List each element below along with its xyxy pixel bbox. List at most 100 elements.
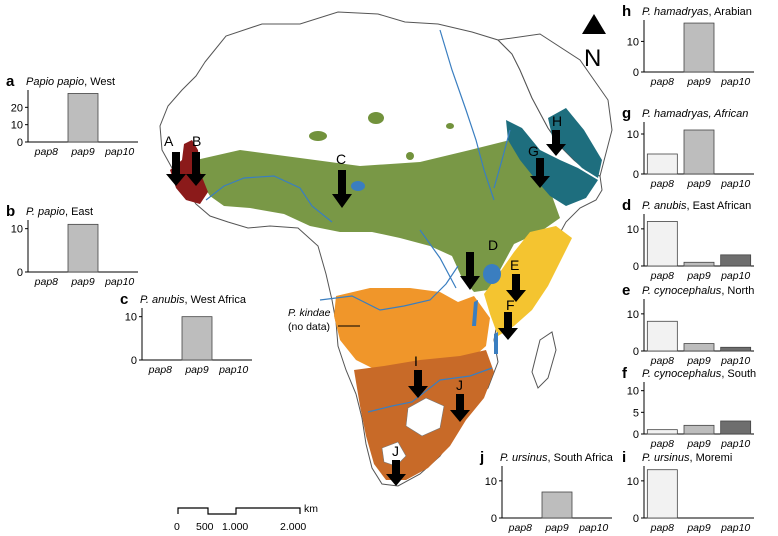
chart-panel-j: j P. ursinus, South Africa 0 10 pap8 pap9 pap1… — [478, 446, 628, 536]
madagascar-outline — [531, 331, 557, 389]
panel-species: P. cynocephalus — [642, 285, 722, 297]
panel-title: P. papio, East — [26, 206, 93, 218]
panel-species: P. hamadryas, African — [642, 108, 748, 120]
chart-panel-f: f P. cynocephalus, South 0 5 10 pap8 pap9 pap10 — [620, 362, 770, 455]
bar-pap10 — [720, 346, 752, 352]
range-anubis-patch-3 — [406, 152, 414, 160]
panel-title: P. ursinus, South Africa — [500, 452, 614, 464]
chart-panel-i: i P. ursinus, Moremi 0 10 pap8 pap9 pap10 — [620, 446, 770, 536]
site-label-D: D — [488, 237, 498, 253]
site-label-F: F — [506, 297, 515, 313]
site-label-J2: J — [392, 443, 399, 459]
chart-panel-d: d P. anubis, East African 0 10 pap8 pap9 pap10 — [620, 194, 770, 287]
north-label: N — [584, 45, 601, 72]
y-tick-label: 10 — [627, 129, 639, 141]
site-label-G: G — [528, 143, 539, 159]
category-label: pap9 — [686, 178, 711, 190]
category-label: pap8 — [650, 178, 675, 190]
arrow-J2-icon — [386, 460, 406, 486]
bar-pap8 — [646, 153, 678, 175]
lake-chad — [351, 181, 365, 191]
kindae-label: P. kindae — [288, 307, 331, 319]
panel-species: P. anubis — [140, 294, 185, 306]
arrow-D-icon — [460, 252, 480, 290]
arrow-I-icon — [408, 370, 428, 398]
panel-region: , East — [65, 206, 93, 218]
y-tick-label: 0 — [17, 137, 23, 149]
bar-chart-d: d P. anubis, East African 0 10 pap8 pap9 pap10 — [622, 197, 754, 282]
lake-victoria — [483, 264, 501, 284]
range-kindae — [334, 288, 490, 372]
panel-species: P. anubis — [642, 200, 687, 212]
category-label: pap8 — [650, 355, 675, 367]
range-cynocephalus — [484, 226, 572, 336]
bar-pap8 — [646, 221, 678, 267]
panel-species: P. papio — [26, 206, 65, 218]
category-label: pap8 — [650, 76, 675, 88]
scale-tick-500: 500 — [196, 521, 214, 533]
chart-panel-e: e P. cynocephalus, North 0 10 pap8 pap9 pap10 — [620, 279, 770, 372]
category-label: pap10 — [720, 438, 750, 450]
y-tick-label: 10 — [485, 476, 497, 488]
site-label-I: I — [414, 353, 418, 369]
bar-pap8 — [646, 320, 678, 352]
panel-letter: h — [622, 3, 631, 20]
y-tick-label: 10 — [627, 386, 639, 398]
category-label: pap10 — [720, 270, 750, 282]
panel-species: Papio papio — [26, 76, 84, 88]
scale-tick-2000: 2.000 — [280, 521, 306, 533]
range-anubis-patch-1 — [309, 131, 327, 141]
site-label-C: C — [336, 151, 346, 167]
panel-letter: f — [622, 365, 628, 382]
arrow-G-icon — [530, 158, 550, 188]
panel-letter: b — [6, 203, 15, 220]
bar-chart-a: a Papio papio, West 0 10 20 pap8 pap9 pap10 — [6, 73, 138, 158]
category-label: pap10 — [104, 146, 134, 158]
site-label-A: A — [164, 133, 174, 149]
y-tick-label: 10 — [125, 312, 137, 324]
panel-species: P. ursinus — [642, 452, 690, 464]
panel-region: , South Africa — [548, 452, 614, 464]
scale-unit: km — [304, 503, 318, 515]
category-label: pap9 — [184, 364, 209, 376]
category-label: pap10 — [104, 276, 134, 288]
panel-letter: j — [479, 449, 484, 466]
bar-pap9 — [683, 424, 715, 435]
scale-tick-1000: 1.000 — [222, 521, 248, 533]
panel-letter: a — [6, 73, 15, 90]
category-label: pap9 — [686, 522, 711, 534]
site-label-J1: J — [456, 377, 463, 393]
scale-bar — [177, 507, 301, 515]
category-label: pap10 — [578, 522, 608, 534]
site-arrows — [166, 130, 566, 486]
arrow-F-icon — [498, 312, 518, 340]
category-label: pap8 — [650, 522, 675, 534]
arrow-H-icon — [546, 130, 566, 156]
panel-species: P. hamadryas — [642, 6, 709, 18]
category-label: pap8 — [34, 276, 59, 288]
lake-malawi — [494, 332, 498, 354]
chart-panel-b: b P. papio, East 0 10 pap8 pap9 pap10 — [4, 200, 154, 293]
range-hamadryas — [506, 120, 598, 206]
kalahari-gap — [405, 397, 445, 437]
panel-region: , North — [721, 285, 754, 297]
lake-tanganyika — [472, 300, 478, 326]
panel-title: P. hamadryas, Arabian — [642, 6, 752, 18]
category-label: pap9 — [686, 355, 711, 367]
range-hamadryas-arabia — [548, 108, 602, 178]
panel-title: P. cynocephalus, South — [642, 368, 756, 380]
y-tick-label: 0 — [633, 261, 639, 273]
arrow-B-icon — [186, 152, 206, 186]
panel-species: P. ursinus — [500, 452, 548, 464]
bar-chart-j: j P. ursinus, South Africa 0 10 pap8 pap9 pap1… — [479, 449, 614, 534]
bar-chart-e: e P. cynocephalus, North 0 10 pap8 pap9 pap10 — [622, 282, 754, 367]
y-tick-label: 10 — [627, 476, 639, 488]
panel-title: P. anubis, West Africa — [140, 294, 247, 306]
y-tick-label: 0 — [633, 513, 639, 525]
y-tick-label: 0 — [633, 346, 639, 358]
panel-region: , East African — [686, 200, 751, 212]
y-tick-label: 10 — [627, 309, 639, 321]
y-tick-label: 0 — [633, 169, 639, 181]
category-label: pap8 — [650, 438, 675, 450]
chart-panel-g: g P. hamadryas, African 0 10 pap8 pap9 pap10 — [620, 102, 770, 195]
